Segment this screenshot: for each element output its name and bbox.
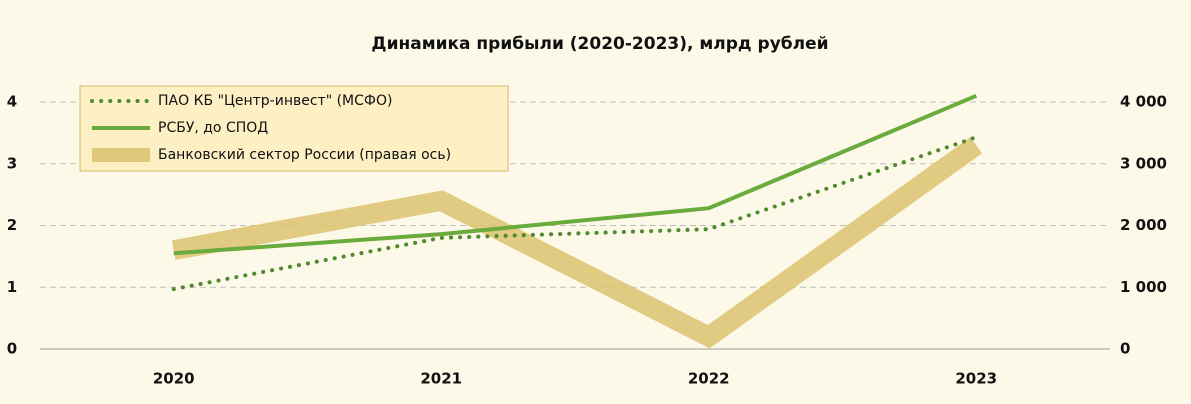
legend-label: РСБУ, до СПОД: [158, 120, 268, 136]
series-line: [171, 137, 983, 349]
legend-label: ПАО КБ "Центр-инвест" (МСФО): [158, 93, 392, 109]
y-tick-label: 1: [7, 278, 17, 296]
y-tick-label: 0: [7, 340, 17, 358]
y-tick-label: 4: [7, 93, 17, 111]
legend-box: [79, 85, 509, 172]
y2-tick-label: 3 000: [1120, 154, 1167, 172]
y2-tick-label: 0: [1120, 340, 1130, 358]
x-tick-label: 2021: [420, 370, 462, 388]
y2-tick-label: 2 000: [1120, 216, 1167, 234]
legend: ПАО КБ "Центр-инвест" (МСФО) РСБУ, до СПО…: [79, 85, 509, 172]
chart-title: Динамика прибыли (2020-2023), млрд рубле…: [371, 34, 828, 54]
y-tick-label: 2: [7, 216, 17, 234]
y2-tick-label: 4 000: [1120, 93, 1167, 111]
legend-label: Банковский сектор России (правая ось): [158, 147, 451, 163]
series-line: [171, 135, 979, 292]
y-tick-label: 3: [7, 154, 17, 172]
series-line: [173, 93, 978, 256]
y2-tick-label: 1 000: [1120, 278, 1167, 296]
x-tick-label: 2023: [955, 370, 997, 388]
x-tick-label: 2022: [688, 370, 730, 388]
x-tick-label: 2020: [153, 370, 195, 388]
